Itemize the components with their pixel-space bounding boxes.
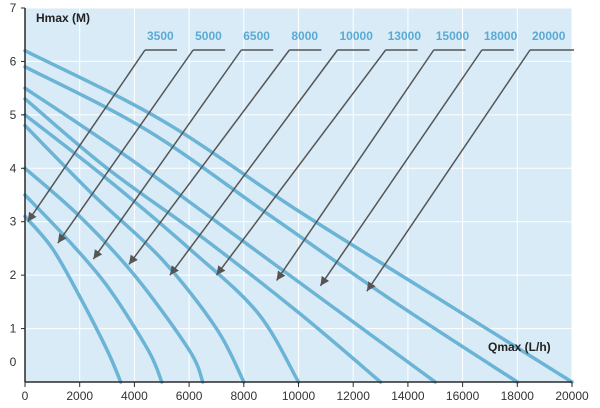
y-tick-label: 7 <box>10 1 17 15</box>
y-tick-label: 6 <box>10 54 17 68</box>
series-label-10000: 10000 <box>340 29 374 43</box>
x-tick-label: 8000 <box>230 389 257 403</box>
series-line-15000 <box>23 86 437 384</box>
series-arrow-20000 <box>366 49 531 292</box>
y-tick-label: 0 <box>10 355 17 369</box>
x-tick-label: 20000 <box>555 389 589 403</box>
series-label-6500: 6500 <box>243 29 270 43</box>
series-arrow-18000 <box>319 49 483 287</box>
y-tick-label: 2 <box>10 268 17 282</box>
series-label-15000: 15000 <box>436 29 470 43</box>
y-tick-label: 5 <box>10 108 17 122</box>
x-axis-title: Qmax (L/h) <box>488 340 551 354</box>
series-label-13000: 13000 <box>388 29 422 43</box>
axes <box>21 7 573 387</box>
series-line-3500 <box>23 214 123 384</box>
series-arrow-5000 <box>57 49 194 244</box>
x-tick-label: 10000 <box>282 389 316 403</box>
x-tick-labels: 0 2000 4000 6000 8000 10000 12000 14000 16000 180… <box>22 389 589 403</box>
series-arrow-15000 <box>276 49 435 281</box>
series-line-6500 <box>23 166 205 384</box>
series-label-18000: 18000 <box>484 29 518 43</box>
series-label-20000: 20000 <box>532 29 566 43</box>
x-tick-label: 12000 <box>337 389 371 403</box>
series-arrow-6500 <box>92 49 242 260</box>
series-label-8000: 8000 <box>291 29 318 43</box>
series-line-5000 <box>23 193 164 384</box>
series-pointers <box>27 49 574 292</box>
y-tick-label: 4 <box>10 161 17 175</box>
grid-lines <box>25 7 573 382</box>
x-tick-label: 6000 <box>176 389 203 403</box>
series-arrow-10000 <box>169 49 339 276</box>
x-tick-label: 0 <box>22 389 29 403</box>
series-line-8000 <box>23 123 246 384</box>
y-tick-label: 3 <box>10 215 17 229</box>
series-arrow-3500 <box>27 49 146 223</box>
x-tick-label: 2000 <box>66 389 93 403</box>
y-tick-labels: 0 1 2 3 4 5 6 7 <box>10 1 17 369</box>
x-tick-label: 16000 <box>446 389 480 403</box>
series-line-18000 <box>23 65 520 384</box>
series-label-5000: 5000 <box>195 29 222 43</box>
x-tick-label: 14000 <box>391 389 425 403</box>
series-arrow-8000 <box>128 49 290 265</box>
x-tick-label: 18000 <box>501 389 535 403</box>
series-arrow-13000 <box>215 49 387 276</box>
series-labels: 3500 5000 6500 8000 10000 13000 15000 18000 2000… <box>147 29 566 43</box>
y-tick-label: 1 <box>10 322 17 336</box>
x-tick-label: 4000 <box>121 389 148 403</box>
y-axis-title: Hmax (M) <box>36 11 90 25</box>
series-label-3500: 3500 <box>147 29 174 43</box>
